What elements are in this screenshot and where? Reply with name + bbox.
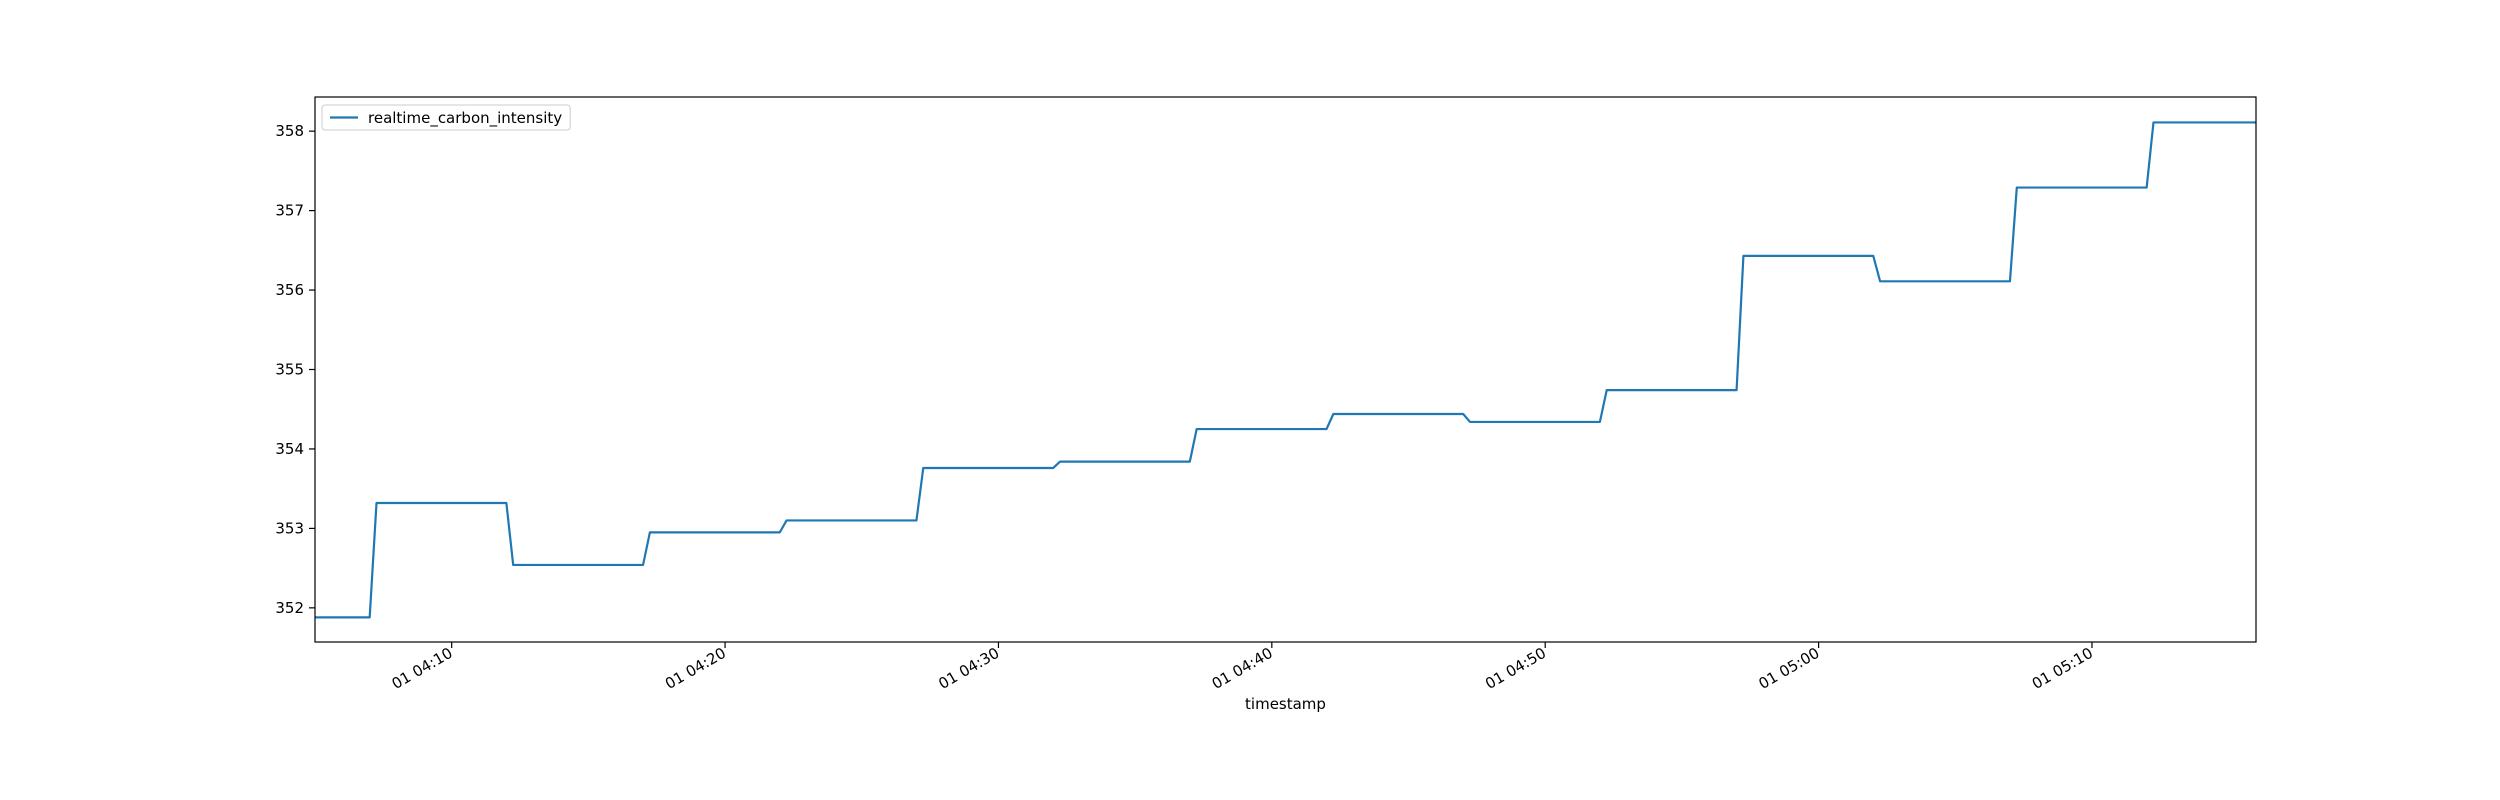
y-tick-label: 356	[275, 281, 304, 299]
y-tick-label: 358	[275, 122, 304, 140]
y-axis: 352 353 354 355 356 357 358	[275, 122, 315, 617]
legend: realtime_carbon_intensity	[321, 104, 571, 131]
y-tick-label: 355	[275, 361, 304, 379]
y-tick-label: 354	[275, 440, 304, 458]
y-tick-label: 353	[275, 519, 304, 537]
series-line-realtime_carbon_intensity	[315, 121, 2256, 619]
y-tick-label: 357	[275, 202, 304, 220]
legend-label: realtime_carbon_intensity	[368, 109, 562, 128]
y-tick-label: 352	[275, 599, 304, 617]
legend-box	[321, 104, 571, 131]
x-axis-label: timestamp	[1245, 695, 1326, 713]
